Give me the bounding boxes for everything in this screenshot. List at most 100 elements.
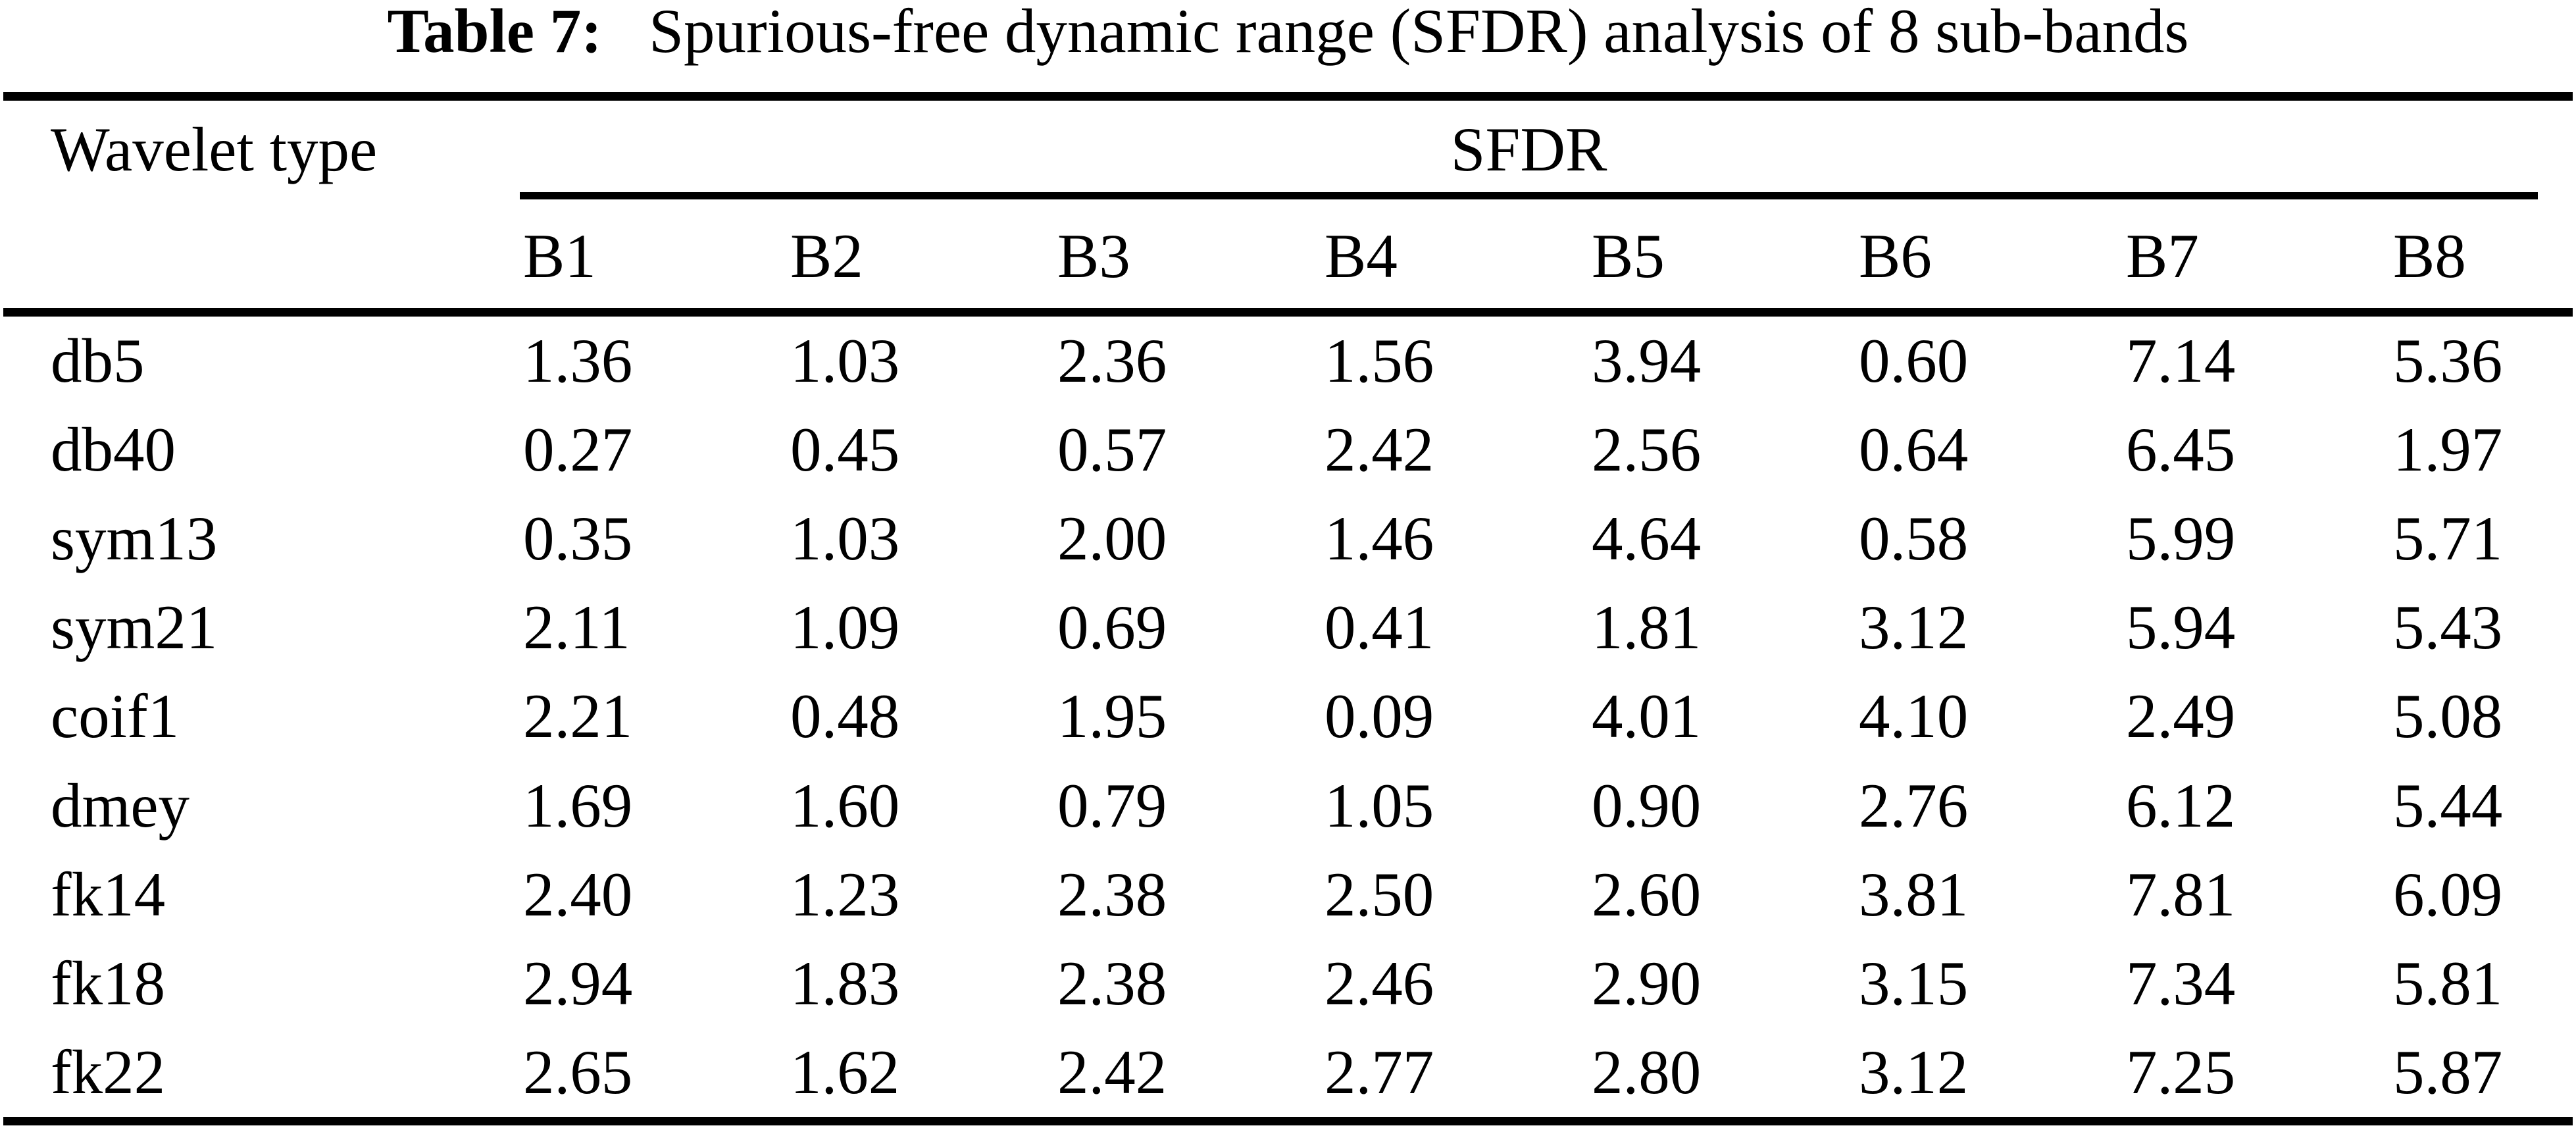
value-cell: 2.40 xyxy=(523,859,633,929)
column-header-row: B1 B2 B3 B4 B5 B6 B7 B8 xyxy=(0,225,2576,288)
column-header-b4: B4 xyxy=(1325,221,1398,291)
value-cell: 0.57 xyxy=(1057,415,1167,485)
value-cell: 2.50 xyxy=(1325,859,1434,929)
value-cell: 0.69 xyxy=(1057,592,1167,663)
value-cell: 7.81 xyxy=(2126,859,2236,929)
value-cell: 0.79 xyxy=(1057,770,1167,840)
value-cell: 1.46 xyxy=(1325,503,1434,574)
value-cell: 0.35 xyxy=(523,503,633,574)
table-caption-number: Table 7: xyxy=(387,0,602,66)
row-header-label: Wavelet type xyxy=(51,115,378,184)
value-cell: 6.45 xyxy=(2126,415,2236,485)
value-cell: 2.46 xyxy=(1325,948,1434,1018)
value-cell: 0.27 xyxy=(523,415,633,485)
table-row: coif1 2.21 0.48 1.95 0.09 4.01 4.10 2.49… xyxy=(0,672,2576,761)
column-header-b2: B2 xyxy=(790,221,863,291)
caption-spacer xyxy=(618,0,649,66)
value-cell: 5.08 xyxy=(2393,681,2503,752)
column-header-b7: B7 xyxy=(2126,221,2199,291)
table-caption-text: Spurious-free dynamic range (SFDR) analy… xyxy=(649,0,2189,66)
table-caption: Table 7: Spurious-free dynamic range (SF… xyxy=(0,0,2576,63)
column-header-b5: B5 xyxy=(1592,221,1665,291)
value-cell: 0.90 xyxy=(1592,770,1702,840)
value-cell: 5.36 xyxy=(2393,326,2503,396)
value-cell: 2.60 xyxy=(1592,859,1702,929)
value-cell: 6.12 xyxy=(2126,770,2236,840)
value-cell: 5.43 xyxy=(2393,592,2503,663)
column-header-b3: B3 xyxy=(1057,221,1130,291)
row-label-cell: sym21 xyxy=(51,592,218,663)
value-cell: 5.99 xyxy=(2126,503,2236,574)
value-cell: 4.64 xyxy=(1592,503,1702,574)
row-label-cell: fk22 xyxy=(51,1037,166,1107)
row-label-cell: db5 xyxy=(51,326,145,396)
value-cell: 2.77 xyxy=(1325,1037,1434,1107)
table-row: dmey 1.69 1.60 0.79 1.05 0.90 2.76 6.12 … xyxy=(0,761,2576,850)
value-cell: 2.76 xyxy=(1859,770,1969,840)
value-cell: 0.09 xyxy=(1325,681,1434,752)
value-cell: 2.80 xyxy=(1592,1037,1702,1107)
column-header-spacer xyxy=(0,225,523,288)
value-cell: 5.81 xyxy=(2393,948,2503,1018)
value-cell: 1.03 xyxy=(790,326,900,396)
row-label-cell: fk14 xyxy=(51,859,166,929)
value-cell: 2.56 xyxy=(1592,415,1702,485)
value-cell: 2.90 xyxy=(1592,948,1702,1018)
value-cell: 3.12 xyxy=(1859,1037,1969,1107)
row-label-cell: dmey xyxy=(51,770,190,840)
table-row: db40 0.27 0.45 0.57 2.42 2.56 0.64 6.45 … xyxy=(0,405,2576,494)
value-cell: 3.81 xyxy=(1859,859,1969,929)
column-header-b6: B6 xyxy=(1859,221,1932,291)
value-cell: 1.56 xyxy=(1325,326,1434,396)
table-top-rule xyxy=(3,92,2573,101)
value-cell: 2.49 xyxy=(2126,681,2236,752)
value-cell: 5.71 xyxy=(2393,503,2503,574)
header-body-rule xyxy=(3,308,2573,317)
value-cell: 1.81 xyxy=(1592,592,1702,663)
row-label-cell: db40 xyxy=(51,415,176,485)
table-row: sym13 0.35 1.03 2.00 1.46 4.64 0.58 5.99… xyxy=(0,494,2576,583)
value-cell: 2.36 xyxy=(1057,326,1167,396)
value-cell: 3.94 xyxy=(1592,326,1702,396)
value-cell: 5.94 xyxy=(2126,592,2236,663)
row-label-cell: fk18 xyxy=(51,948,166,1018)
value-cell: 7.14 xyxy=(2126,326,2236,396)
value-cell: 1.09 xyxy=(790,592,900,663)
value-cell: 2.42 xyxy=(1325,415,1434,485)
value-cell: 7.25 xyxy=(2126,1037,2236,1107)
table-row: fk22 2.65 1.62 2.42 2.77 2.80 3.12 7.25 … xyxy=(0,1028,2576,1117)
value-cell: 4.01 xyxy=(1592,681,1702,752)
value-cell: 3.15 xyxy=(1859,948,1969,1018)
value-cell: 0.60 xyxy=(1859,326,1969,396)
value-cell: 1.95 xyxy=(1057,681,1167,752)
value-cell: 4.10 xyxy=(1859,681,1969,752)
value-cell: 1.36 xyxy=(523,326,633,396)
value-cell: 0.48 xyxy=(790,681,900,752)
value-cell: 7.34 xyxy=(2126,948,2236,1018)
table-body: db5 1.36 1.03 2.36 1.56 3.94 0.60 7.14 5… xyxy=(0,317,2576,1117)
value-cell: 0.41 xyxy=(1325,592,1434,663)
value-cell: 1.83 xyxy=(790,948,900,1018)
value-cell: 6.09 xyxy=(2393,859,2503,929)
table-row: fk18 2.94 1.83 2.38 2.46 2.90 3.15 7.34 … xyxy=(0,939,2576,1028)
value-cell: 2.42 xyxy=(1057,1037,1167,1107)
value-cell: 5.87 xyxy=(2393,1037,2503,1107)
value-cell: 2.94 xyxy=(523,948,633,1018)
value-cell: 5.44 xyxy=(2393,770,2503,840)
value-cell: 1.62 xyxy=(790,1037,900,1107)
value-cell: 1.23 xyxy=(790,859,900,929)
value-cell: 1.05 xyxy=(1325,770,1434,840)
value-cell: 1.69 xyxy=(523,770,633,840)
column-header-b1: B1 xyxy=(523,221,596,291)
value-cell: 0.45 xyxy=(790,415,900,485)
table-bottom-rule xyxy=(3,1117,2573,1125)
group-header-rule xyxy=(520,192,2538,199)
value-cell: 2.38 xyxy=(1057,948,1167,1018)
row-label-cell: coif1 xyxy=(51,681,180,752)
table-row: sym21 2.11 1.09 0.69 0.41 1.81 3.12 5.94… xyxy=(0,583,2576,672)
value-cell: 3.12 xyxy=(1859,592,1969,663)
value-cell: 2.65 xyxy=(523,1037,633,1107)
value-cell: 0.64 xyxy=(1859,415,1969,485)
value-cell: 2.11 xyxy=(523,592,630,663)
